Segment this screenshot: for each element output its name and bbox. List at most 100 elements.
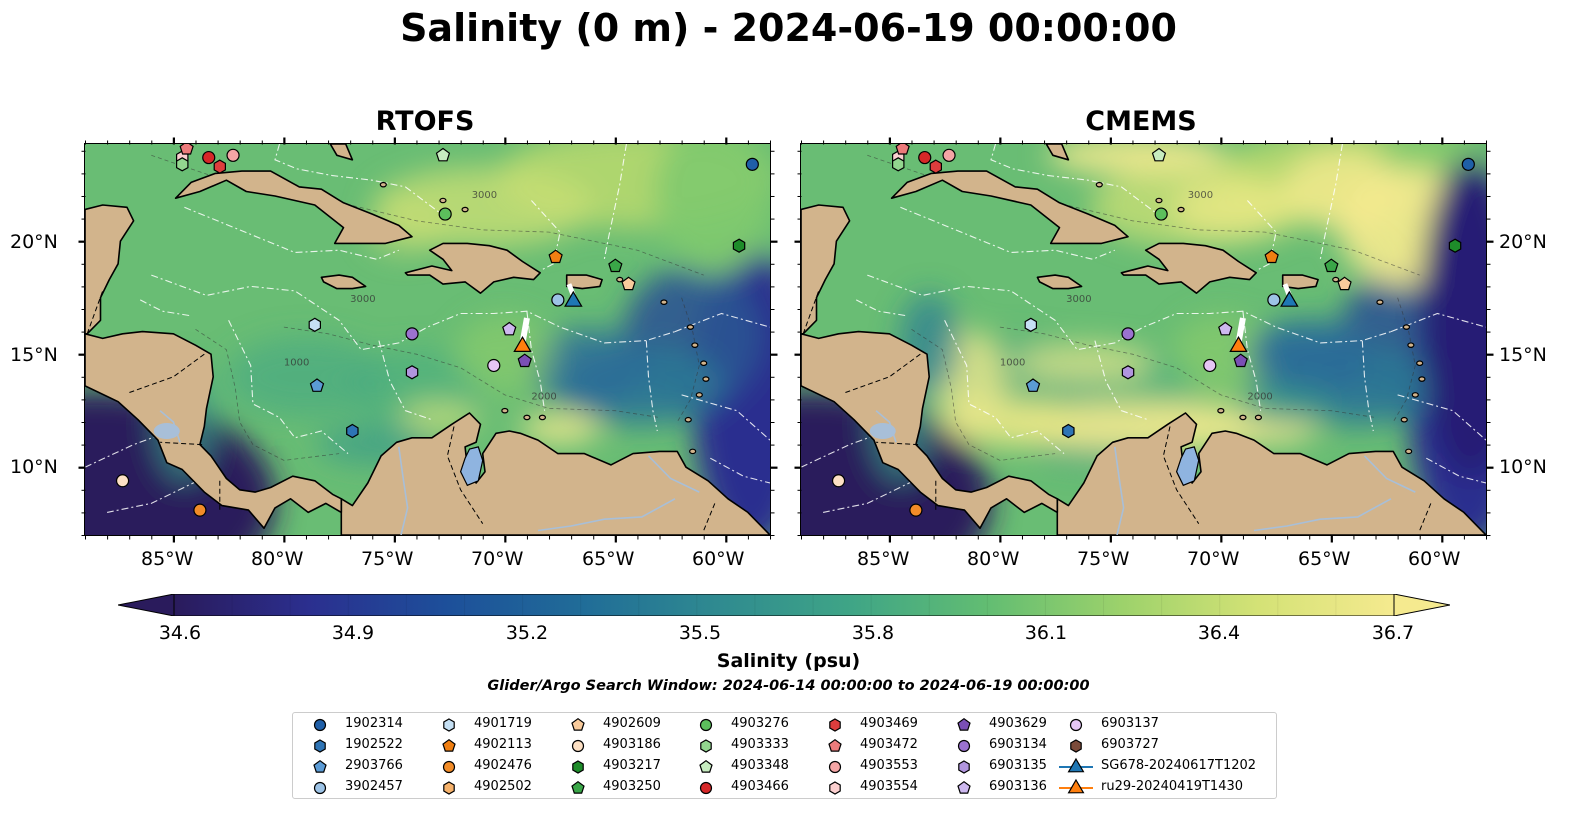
legend-circle-icon (828, 760, 842, 774)
argo-float-6903135 (405, 365, 419, 380)
legend-circle-icon (313, 781, 327, 795)
map-panel-cmems: 1000 2000 3000 3000 (800, 143, 1487, 536)
contour-label: 2000 (531, 391, 556, 402)
argo-float-4903472 (895, 144, 910, 155)
colorbar-tick-label: 36.1 (1024, 622, 1068, 644)
glider-ru29-20240419T1430 (1229, 336, 1248, 352)
legend-marker (313, 781, 327, 795)
argo-float-4903469 (929, 159, 942, 174)
argo-float-4903276 (438, 207, 452, 221)
legend-marker (442, 760, 456, 774)
argo-float-4902609 (1337, 276, 1352, 291)
contour-label: 3000 (1066, 294, 1091, 305)
argo-float-6903137 (487, 358, 501, 373)
land-hispaniola (404, 242, 541, 294)
land-southAmerica (1056, 412, 1486, 535)
legend-pentagon-icon (699, 759, 713, 773)
argo-float-4903466 (202, 150, 216, 165)
lon-label-65w: 65°W (1298, 548, 1351, 570)
argo-float-4903333 (175, 157, 189, 172)
colorbar-tick-label: 34.6 (158, 622, 202, 644)
legend-marker (829, 718, 841, 732)
argo-float-2903766 (1025, 378, 1041, 392)
legend-pentagon-icon (442, 738, 456, 752)
argo-float-1902522 (346, 423, 359, 439)
land-southAmerica (340, 412, 770, 535)
argo-float-4903250 (608, 258, 623, 273)
legend-label: 4903553 (860, 758, 918, 773)
legend-hexagon-icon (700, 739, 712, 753)
search-window-text: Glider/Argo Search Window: 2024-06-14 00… (487, 678, 1090, 694)
legend-label: SG678-20240617T1202 (1101, 758, 1257, 773)
legend-label: 4902476 (474, 758, 532, 773)
colorbar-body (173, 593, 1395, 617)
contour-label: 1000 (1000, 357, 1025, 368)
argo-float-6903134 (1121, 327, 1135, 341)
legend-label: 6903727 (1101, 737, 1159, 752)
colorbar-tick-label: 36.7 (1371, 622, 1415, 644)
argo-float-4903466 (918, 150, 932, 165)
argo-float-4903348 (1151, 147, 1167, 162)
lon-label-75w: 75°W (1077, 548, 1130, 570)
legend-pentagon-icon (571, 780, 585, 794)
land-centralAmerica (801, 330, 1059, 529)
rivers (159, 410, 700, 535)
legend-label: 4903472 (860, 737, 918, 752)
argo-float-1902522 (1062, 423, 1075, 439)
lon-label-60w: 60°W (692, 548, 745, 570)
legend-label: 4903333 (731, 737, 789, 752)
legend-label: 1902522 (345, 737, 403, 752)
panel-title-rtofs: RTOFS (375, 106, 475, 137)
argo-float-4903348 (435, 147, 451, 162)
legend-marker (1069, 718, 1083, 732)
argo-float-6903134 (405, 327, 419, 341)
argo-float-4901719 (308, 317, 321, 332)
argo-float-4903469 (213, 159, 226, 174)
lon-label-85w: 85°W (857, 548, 910, 570)
land-centralAmerica (85, 330, 343, 529)
legend-triangle-icon (1067, 778, 1085, 794)
small-islands (1095, 181, 1426, 455)
legend-label: 4903276 (731, 716, 789, 731)
argo-float-6903135 (1121, 365, 1135, 380)
legend-marker (443, 718, 455, 732)
colorbar-tick-label: 35.5 (678, 622, 722, 644)
lon-label-65w: 65°W (582, 548, 635, 570)
country-borders (802, 290, 1432, 531)
land-yucatan (801, 204, 851, 335)
land-bahamas (1045, 144, 1070, 161)
lake-maracaibo (459, 446, 484, 487)
legend-label: 4902609 (603, 716, 661, 731)
legend-label: 4903348 (731, 758, 789, 773)
legend-label: 3902457 (345, 779, 403, 794)
rivers (875, 410, 1416, 535)
land-puertoRico (565, 274, 603, 290)
argo-float-4902113 (1264, 249, 1279, 264)
legend-marker (1070, 739, 1082, 753)
lon-label-80w: 80°W (251, 548, 304, 570)
glider-ru29-20240419T1430 (513, 336, 532, 352)
colorbar-tick-label: 35.2 (505, 622, 549, 644)
legend-marker (829, 781, 841, 795)
argo-float-3902457 (1267, 293, 1281, 307)
legend-marker (442, 738, 456, 752)
map-canvas: 1000 2000 3000 3000 (801, 144, 1486, 535)
lat-label-20n: 20°N (1499, 231, 1547, 253)
legend-circle-icon (442, 760, 456, 774)
legend-marker (699, 759, 713, 773)
legend-circle-icon (699, 718, 713, 732)
lon-label-75w: 75°W (361, 548, 414, 570)
lon-label-80w: 80°W (967, 548, 1020, 570)
lat-label-10n: 10°N (1499, 456, 1547, 478)
land-jamaica (320, 274, 367, 290)
legend-label: 4903186 (603, 737, 661, 752)
argo-float-4902476 (193, 503, 207, 517)
argo-float-2903766 (309, 378, 325, 392)
legend-hexagon-icon (958, 760, 970, 774)
land-cuba (174, 170, 413, 245)
lat-label-10n: 10°N (10, 456, 58, 478)
colorbar-tick-label: 34.9 (331, 622, 375, 644)
lat-label-20n: 20°N (10, 231, 58, 253)
argo-float-4903472 (179, 144, 194, 155)
argo-float-4903553 (942, 148, 956, 162)
